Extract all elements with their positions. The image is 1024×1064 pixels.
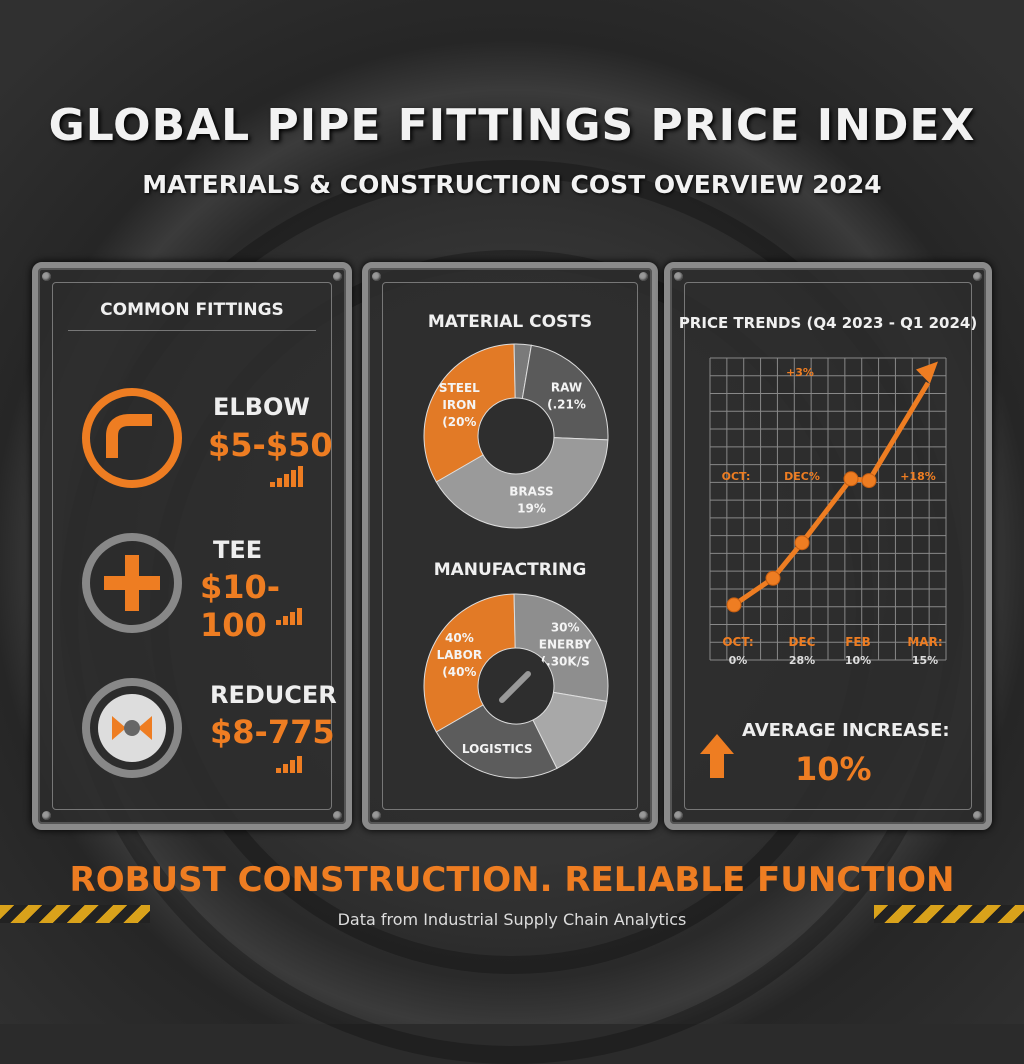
data-point — [726, 597, 742, 613]
x-tick-label: DEC — [789, 635, 816, 649]
slice-label: RAW — [551, 381, 582, 395]
signal-bars-icon — [276, 608, 302, 625]
up-arrow-icon — [700, 734, 734, 778]
bolt-icon — [372, 811, 381, 820]
page-subtitle: MATERIALS & CONSTRUCTION COST OVERVIEW 2… — [142, 170, 882, 199]
bolt-icon — [333, 272, 342, 281]
bolt-icon — [639, 272, 648, 281]
price-trends-title: PRICE TRENDS (Q4 2023 - Q1 2024) — [678, 314, 978, 332]
data-source: Data from Industrial Supply Chain Analyt… — [337, 910, 687, 929]
slice-label: (.30K/S — [541, 655, 590, 669]
bolt-icon — [674, 811, 683, 820]
panel-frame — [382, 282, 638, 810]
fittings-panel: COMMON FITTINGS ELBOW $5-$50 TEE $10-100… — [32, 262, 352, 830]
x-tick-label: OCT: — [722, 635, 753, 649]
hazard-stripe — [874, 905, 1024, 923]
trends-panel: PRICE TRENDS (Q4 2023 - Q1 2024) +3% OCT:… — [664, 262, 992, 830]
data-point — [794, 535, 810, 551]
slice-label: BRASS — [509, 485, 553, 499]
average-increase-label: AVERAGE INCREASE: — [742, 720, 950, 741]
chart-annotation: OCT: — [722, 470, 751, 483]
pie-slice — [513, 593, 609, 702]
x-tick-value: 10% — [845, 654, 871, 667]
data-point — [843, 471, 859, 487]
tagline: ROBUST CONSTRUCTION. RELIABLE FUNCTION — [69, 860, 955, 900]
chart-annotation: +3% — [786, 366, 814, 379]
slice-label: ENERBY — [539, 638, 592, 652]
signal-bars-icon — [270, 466, 303, 487]
hazard-stripe — [0, 905, 150, 923]
slice-label: LABOR — [437, 648, 483, 662]
fitting-name: REDUCER — [210, 681, 337, 709]
data-point — [861, 473, 877, 489]
slice-label: STEEL — [439, 381, 480, 395]
slice-label: (.21% — [547, 398, 586, 412]
x-tick-label: MAR: — [907, 635, 942, 649]
trend-arrowhead — [916, 361, 938, 384]
signal-bars-icon — [276, 756, 302, 773]
bolt-icon — [674, 272, 683, 281]
slice-label: 30% — [551, 621, 580, 635]
tee-pipe-icon — [82, 533, 182, 633]
manufacturing-title: MANUFACTRING — [433, 560, 587, 580]
slice-label: IRON — [442, 398, 476, 412]
pie-slice — [435, 437, 609, 529]
pie-slice — [521, 344, 609, 441]
bolt-icon — [973, 272, 982, 281]
panel-frame — [684, 282, 972, 810]
fitting-price: $10-100 — [200, 568, 281, 644]
x-tick-value: 0% — [729, 654, 748, 667]
pie-charts: STEEL IRON (20% RAW (.21% BRASS 19% 40% LABOR (40… — [423, 343, 609, 779]
slice-label: 19% — [517, 502, 546, 516]
divider — [68, 330, 316, 331]
bolt-icon — [639, 811, 648, 820]
bolt-icon — [372, 272, 381, 281]
pie-slice — [435, 704, 558, 779]
bolt-icon — [333, 811, 342, 820]
wrench-icon — [499, 671, 531, 703]
fittings-title: COMMON FITTINGS — [100, 300, 284, 320]
slice-label: (40% — [442, 665, 476, 679]
reducer-pipe-icon — [82, 678, 182, 778]
price-trend-chart: +3% OCT: DEC% +18% OCT: DEC FEB MAR: 0% 28% 10% 15% — [709, 357, 947, 667]
bolt-icon — [42, 811, 51, 820]
pie-slice — [423, 593, 516, 733]
fitting-price: $8-775 — [210, 713, 335, 751]
costs-panel: MATERIAL COSTS MANUFACTRING STEEL IRON (20… — [362, 262, 658, 830]
trend-line — [732, 381, 931, 607]
x-tick-value: 28% — [789, 654, 815, 667]
chart-annotation: +18% — [900, 470, 936, 483]
bolt-icon — [42, 272, 51, 281]
material-costs-title: MATERIAL COSTS — [427, 312, 593, 332]
fitting-name: TEE — [213, 536, 263, 564]
fitting-name: ELBOW — [213, 393, 310, 421]
chart-annotation: DEC% — [784, 470, 820, 483]
page-title: GLOBAL PIPE FITTINGS PRICE INDEX — [48, 100, 976, 151]
bolt-icon — [973, 811, 982, 820]
slice-label: (20% — [442, 415, 476, 429]
pie-slice — [423, 343, 516, 483]
data-point — [765, 570, 781, 586]
x-tick-label: FEB — [845, 635, 871, 649]
x-tick-value: 15% — [912, 654, 938, 667]
average-increase-value: 10% — [795, 750, 872, 788]
elbow-pipe-icon — [82, 388, 182, 488]
panel-frame — [52, 282, 332, 810]
fitting-price: $5-$50 — [208, 426, 333, 464]
slice-label: LOGISTICS — [462, 742, 533, 756]
slice-label: 40% — [445, 631, 474, 645]
